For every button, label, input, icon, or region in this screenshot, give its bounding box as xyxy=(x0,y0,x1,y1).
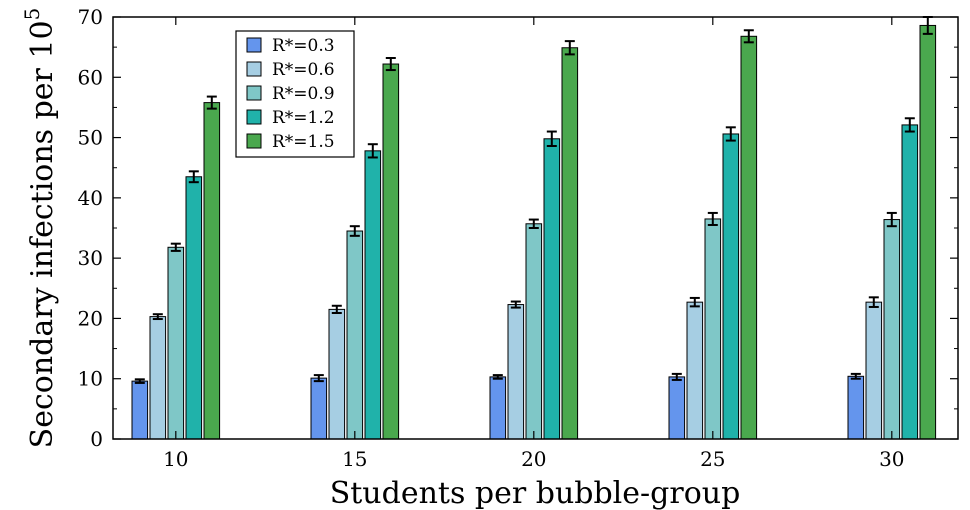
y-tick-label: 40 xyxy=(78,186,103,210)
bar xyxy=(310,377,328,440)
legend-swatch xyxy=(246,37,262,53)
bar xyxy=(203,102,221,440)
bar xyxy=(901,124,919,440)
bar xyxy=(346,230,364,440)
bar xyxy=(704,218,722,440)
bar xyxy=(865,301,883,440)
bar xyxy=(686,301,704,440)
y-axis-title: Secondary infections per 105 xyxy=(20,8,60,449)
legend-swatch xyxy=(246,109,262,125)
legend-label: R*=0.3 xyxy=(272,36,335,56)
legend-swatch xyxy=(246,133,262,149)
bar xyxy=(185,176,203,440)
bar xyxy=(507,304,525,440)
bar xyxy=(561,47,579,440)
bar xyxy=(543,138,561,440)
y-axis-title-superscript: 5 xyxy=(20,8,44,21)
legend: R*=0.3 R*=0.6 R*=0.9 R*=1.2 R*=1.5 xyxy=(235,30,355,158)
y-tick-label: 30 xyxy=(78,246,103,270)
y-tick-label: 50 xyxy=(78,126,103,150)
bar xyxy=(131,380,149,440)
bar xyxy=(328,308,346,440)
legend-swatch xyxy=(246,61,262,77)
bar xyxy=(382,63,400,440)
y-tick-label: 20 xyxy=(78,306,103,330)
bar xyxy=(364,150,382,440)
bar xyxy=(167,246,185,440)
bar xyxy=(883,219,901,440)
y-tick-label: 70 xyxy=(78,5,103,29)
bar xyxy=(489,376,507,440)
bar xyxy=(668,376,686,440)
y-axis-title-text: Secondary infections per 10 xyxy=(25,20,60,448)
legend-label: R*=0.6 xyxy=(272,60,335,80)
x-tick-label: 15 xyxy=(342,447,367,471)
legend-label: R*=0.9 xyxy=(272,84,335,104)
bar xyxy=(847,375,865,440)
legend-swatch xyxy=(246,85,262,101)
legend-label: R*=1.5 xyxy=(272,132,335,152)
x-tick-label: 25 xyxy=(700,447,725,471)
y-tick-label: 60 xyxy=(78,65,103,89)
x-tick-label: 20 xyxy=(521,447,546,471)
x-tick-label: 30 xyxy=(879,447,904,471)
x-tick-label: 10 xyxy=(163,447,188,471)
bar xyxy=(919,24,937,440)
plot-frame xyxy=(112,16,959,440)
bar xyxy=(740,35,758,440)
legend-label: R*=1.2 xyxy=(272,108,335,128)
y-tick-label: 10 xyxy=(78,367,103,391)
bar xyxy=(722,133,740,440)
ticks-layer: 0 10 20 30 40 50 60 70 10 15 20 25 30 xyxy=(78,5,958,471)
bar xyxy=(149,316,167,440)
x-axis-title: Students per bubble-group xyxy=(330,476,741,510)
y-tick-label: 0 xyxy=(90,427,103,451)
bar xyxy=(525,223,543,440)
